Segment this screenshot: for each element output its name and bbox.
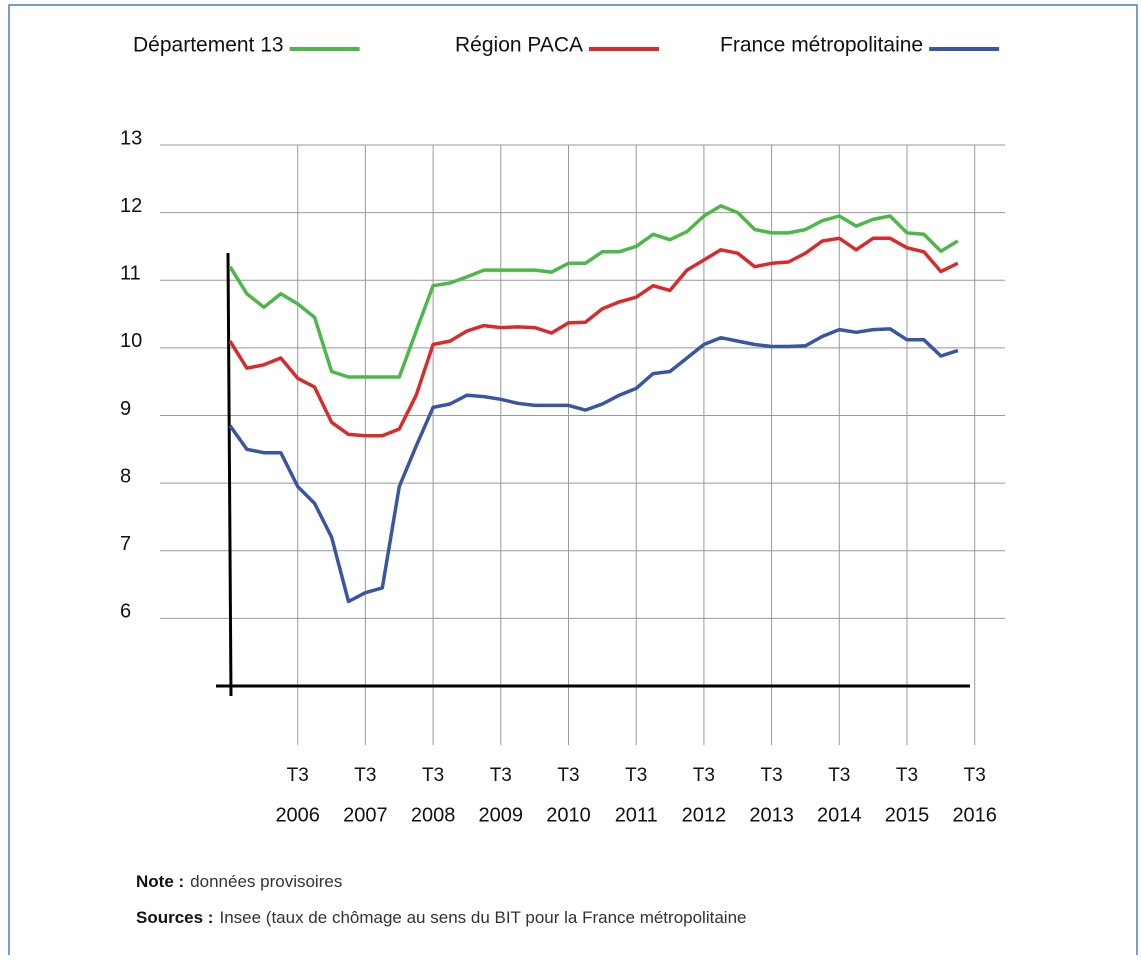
x-tick-label: T3 <box>287 765 309 786</box>
note-text: Insee (taux de chômage au sens du BIT po… <box>219 908 746 927</box>
x-tick-label: 2006 <box>275 804 320 826</box>
y-tick-label: 8 <box>120 465 131 487</box>
x-tick-label: 2007 <box>343 804 388 826</box>
note-text: données provisoires <box>190 872 342 891</box>
x-tick-label: T3 <box>896 765 918 786</box>
x-tick-label: 2010 <box>546 804 591 826</box>
note: Sources : Insee (taux de chômage au sens … <box>136 908 746 927</box>
y-tick-label: 10 <box>120 330 142 352</box>
y-tick-label: 13 <box>120 127 142 149</box>
legend-label: Région PACA <box>455 34 583 57</box>
x-tick-label: T3 <box>761 765 783 786</box>
x-tick-label: T3 <box>354 765 376 786</box>
y-tick-label: 9 <box>120 398 131 420</box>
x-tick-label: 2008 <box>411 804 456 826</box>
y-tick-label: 11 <box>120 263 141 285</box>
y-tick-label: 6 <box>120 601 131 623</box>
note: Note : données provisoires <box>136 872 342 891</box>
frame <box>8 4 1138 955</box>
x-tick-label: T3 <box>422 765 444 786</box>
x-tick-label: T3 <box>828 765 850 786</box>
x-tick-label: 2016 <box>952 804 997 826</box>
x-tick-label: T3 <box>557 765 579 786</box>
x-tick-label: 2009 <box>479 804 524 826</box>
x-tick-label: 2011 <box>615 804 658 826</box>
y-axis <box>226 252 233 697</box>
x-tick-label: 2012 <box>682 804 727 826</box>
series-line <box>228 327 959 604</box>
legend-label: France métropolitaine <box>720 34 923 57</box>
x-tick-label: 2014 <box>817 804 862 826</box>
x-tick-label: T3 <box>490 765 512 786</box>
note-label: Sources : <box>136 908 213 927</box>
legend-label: Département 13 <box>133 34 284 57</box>
x-tick-label: T3 <box>964 765 986 786</box>
note-label: Note : <box>136 872 184 891</box>
y-tick-label: 12 <box>120 195 142 217</box>
x-tick-label: T3 <box>693 765 715 786</box>
y-tick-label: 7 <box>120 533 131 555</box>
x-tick-label: T3 <box>625 765 647 786</box>
x-tick-label: 2015 <box>885 804 930 826</box>
series-line <box>228 236 959 438</box>
series-line <box>228 204 959 379</box>
x-tick-label: 2013 <box>749 804 794 826</box>
